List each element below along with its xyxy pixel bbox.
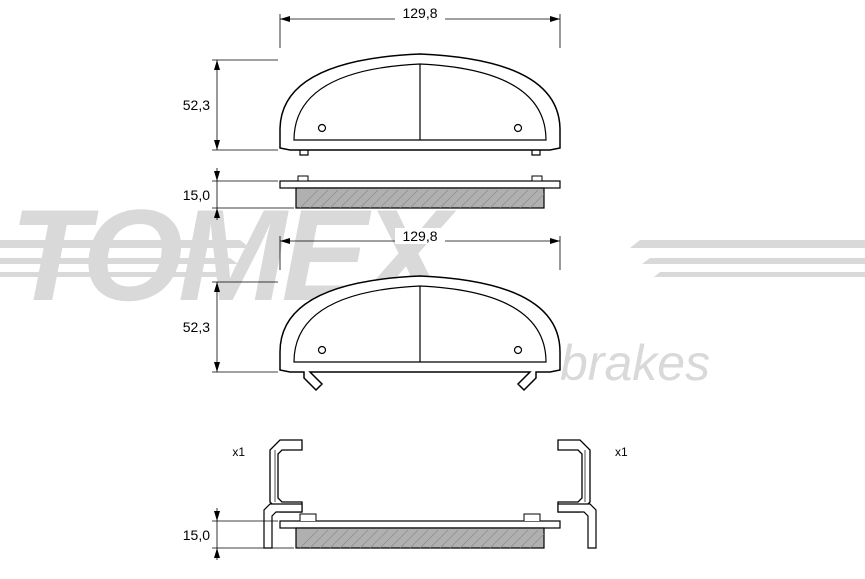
dim-thick-top-label: 15,0 — [183, 187, 210, 203]
watermark-sub: brakes — [560, 335, 710, 391]
pad-top-front — [280, 54, 560, 155]
dim-width-top-label: 129,8 — [402, 5, 437, 21]
dim-width-top: 129,8 — [280, 5, 560, 48]
dim-height-top: 52,3 — [183, 60, 278, 150]
dim-thick-bot: 15,0 — [183, 508, 294, 560]
dim-height-top-label: 52,3 — [183, 97, 210, 113]
dim-width-mid-label: 129,8 — [402, 228, 437, 244]
clip-right — [558, 440, 590, 512]
pad-bot-side — [264, 504, 596, 548]
dim-height-mid-label: 52,3 — [183, 319, 210, 335]
clip-left — [270, 440, 302, 512]
dim-thick-bot-label: 15,0 — [183, 527, 210, 543]
qty-left-label: x1 — [232, 445, 245, 459]
pad-top-side — [280, 176, 560, 208]
qty-right-label: x1 — [615, 445, 628, 459]
